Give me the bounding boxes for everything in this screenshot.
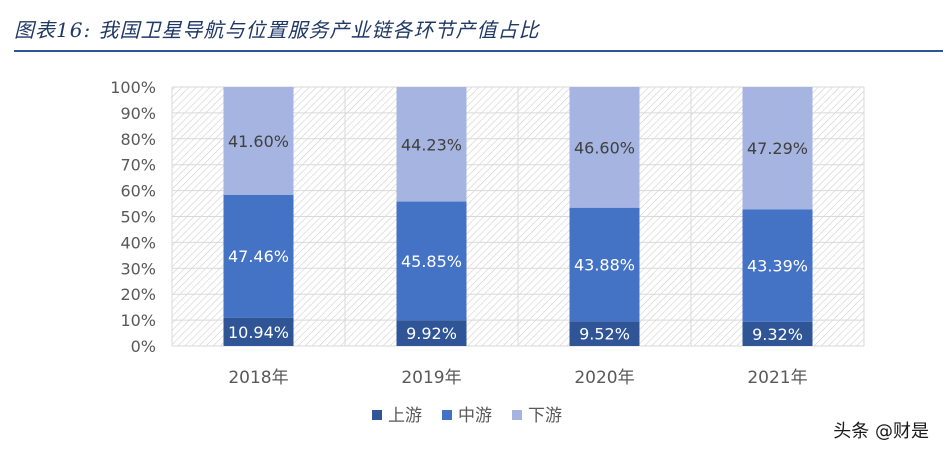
y-tick-label: 50% xyxy=(120,208,156,227)
data-label: 41.60% xyxy=(228,132,289,151)
legend-swatch xyxy=(372,410,382,420)
bar-segment xyxy=(742,87,813,210)
bar-segment xyxy=(223,194,294,318)
data-label: 9.52% xyxy=(579,325,630,344)
data-label: 10.94% xyxy=(228,323,289,342)
bar-segment xyxy=(396,87,467,202)
data-label: 44.23% xyxy=(401,135,462,154)
bar-segment xyxy=(223,317,294,346)
bar-segment xyxy=(569,87,640,208)
legend-label: 下游 xyxy=(528,406,562,426)
bar-segment xyxy=(223,87,294,195)
data-label: 9.92% xyxy=(406,324,457,343)
y-tick-label: 10% xyxy=(120,311,156,330)
x-tick-label: 2021年 xyxy=(747,368,807,388)
x-tick-label: 2018年 xyxy=(228,368,288,388)
data-label: 45.85% xyxy=(401,252,462,271)
legend-label: 上游 xyxy=(388,406,422,426)
y-tick-label: 0% xyxy=(131,337,156,356)
bar-segment xyxy=(396,201,467,321)
bar-segment xyxy=(569,207,640,322)
legend-label: 中游 xyxy=(458,406,492,426)
title-divider xyxy=(14,50,943,52)
y-tick-label: 90% xyxy=(120,104,156,123)
figure-title: 图表16: 我国卫星导航与位置服务产业链各环节产值占比 xyxy=(14,18,540,42)
bar-segment xyxy=(742,321,813,346)
y-tick-label: 70% xyxy=(120,156,156,175)
y-tick-label: 40% xyxy=(120,233,156,252)
bar-segment xyxy=(569,321,640,346)
legend-swatch xyxy=(512,410,522,420)
bar-segment xyxy=(742,209,813,322)
y-tick-label: 60% xyxy=(120,182,156,201)
y-tick-label: 100% xyxy=(110,78,156,97)
data-label: 46.60% xyxy=(574,138,635,157)
x-tick-label: 2020年 xyxy=(574,368,634,388)
legend-swatch xyxy=(442,410,452,420)
data-label: 43.39% xyxy=(747,257,808,276)
x-tick-label: 2019年 xyxy=(401,368,461,388)
y-tick-label: 30% xyxy=(120,259,156,278)
data-label: 9.32% xyxy=(752,325,803,344)
y-tick-label: 80% xyxy=(120,130,156,149)
data-label: 47.29% xyxy=(747,139,808,158)
data-label: 43.88% xyxy=(574,256,635,275)
bar-segment xyxy=(396,320,467,346)
y-tick-label: 20% xyxy=(120,285,156,304)
watermark-text: 头条 @财是 xyxy=(833,421,929,442)
data-label: 47.46% xyxy=(228,247,289,266)
